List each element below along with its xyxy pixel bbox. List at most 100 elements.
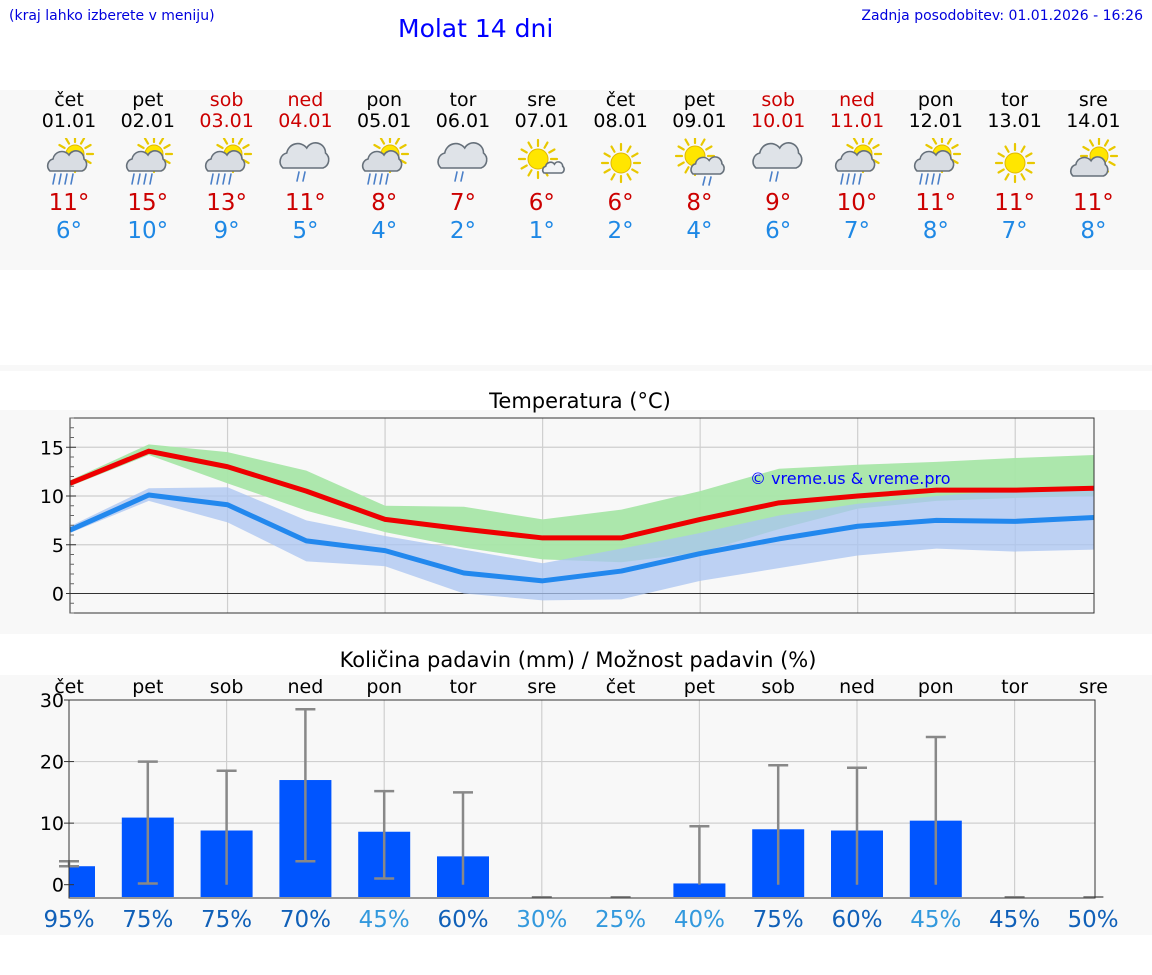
precipitation-probability-row: 95% 75% 75% 70% 45% 60% 30% 25% 40% 75% 60% 45% 45% 5… bbox=[43, 907, 1118, 933]
max-temperature: 11° bbox=[285, 190, 326, 216]
max-temperature: 11° bbox=[994, 190, 1035, 216]
sun-cloud-icon bbox=[1070, 138, 1119, 177]
max-temperature: 8° bbox=[686, 190, 713, 216]
day-name: pet bbox=[683, 89, 715, 111]
precipitation-chart-title: Količina padavin (mm) / Možnost padavin … bbox=[340, 648, 817, 672]
min-temperature: 10° bbox=[127, 218, 169, 244]
precipitation-day-label: sre bbox=[1079, 676, 1108, 698]
day-column: ned 11.01 10° 7° bbox=[817, 90, 897, 245]
precipitation-probability: 70% bbox=[280, 907, 331, 933]
precipitation-probability: 75% bbox=[122, 907, 173, 933]
sun-cloud-rain-icon bbox=[125, 138, 173, 185]
precipitation-day-label: čet bbox=[54, 676, 84, 698]
day-name: pon bbox=[366, 89, 403, 111]
precipitation-plot-frame bbox=[68, 699, 1096, 899]
day-date: 04.01 bbox=[278, 110, 333, 132]
day-date: 13.01 bbox=[987, 110, 1042, 132]
sun-small-cloud-icon bbox=[517, 138, 565, 180]
page-title: Molat 14 dni bbox=[398, 14, 554, 43]
min-temperature: 8° bbox=[922, 218, 949, 244]
max-temperature: 11° bbox=[1073, 190, 1114, 216]
precipitation-day-label: tor bbox=[1001, 676, 1028, 698]
min-temperature-band bbox=[70, 487, 1094, 601]
precipitation-day-label: čet bbox=[606, 676, 636, 698]
day-column: pet 02.01 15° 10° bbox=[108, 90, 188, 245]
day-column: sre 07.01 6° 1° bbox=[502, 90, 582, 245]
precipitation-day-label: tor bbox=[450, 676, 477, 698]
last-updated: Zadnja posodobitev: 01.01.2026 - 16:26 bbox=[861, 8, 1143, 24]
precipitation-day-label: ned bbox=[288, 676, 324, 698]
min-temperature: 2° bbox=[449, 218, 477, 244]
temperature-y-tick-label: 10 bbox=[40, 486, 64, 508]
cloud-rain-icon bbox=[437, 142, 488, 182]
day-date: 05.01 bbox=[356, 110, 412, 132]
day-column: pon 12.01 11° 8° bbox=[896, 90, 976, 245]
watermark: © vreme.us & vreme.pro bbox=[750, 469, 951, 488]
min-temperature: 2° bbox=[607, 218, 634, 244]
precipitation-day-label: pon bbox=[918, 676, 954, 698]
day-date: 06.01 bbox=[435, 110, 491, 132]
max-temperature-band bbox=[70, 444, 1094, 563]
day-name: ned bbox=[287, 89, 324, 111]
day-column: čet 08.01 6° 2° bbox=[581, 90, 661, 245]
temperature-y-axis: 0 5 10 15 bbox=[40, 417, 76, 614]
precipitation-probability: 45% bbox=[359, 907, 410, 933]
precipitation-probability: 95% bbox=[43, 907, 94, 933]
precipitation-y-tick-label: 10 bbox=[40, 813, 64, 835]
sun-cloud-rain-icon bbox=[204, 138, 252, 185]
min-temperature: 4° bbox=[371, 218, 398, 244]
max-temperature-line bbox=[70, 448, 1094, 541]
day-date: 14.01 bbox=[1066, 110, 1121, 132]
precipitation-y-tick-label: 30 bbox=[40, 690, 64, 712]
day-date: 03.01 bbox=[199, 110, 254, 132]
section-divider bbox=[0, 365, 1152, 371]
day-date: 08.01 bbox=[593, 110, 648, 132]
day-name: pon bbox=[917, 89, 954, 111]
day-name: ned bbox=[839, 89, 875, 111]
day-name: čet bbox=[54, 89, 84, 111]
precipitation-bar bbox=[69, 866, 95, 897]
day-column: tor 06.01 7° 2° bbox=[423, 90, 503, 245]
temperature-y-tick-label: 0 bbox=[52, 584, 64, 606]
day-column: ned 04.01 11° 5° bbox=[265, 90, 345, 245]
max-temperature: 15° bbox=[127, 190, 169, 216]
precipitation-probability: 45% bbox=[989, 907, 1040, 933]
day-name: sre bbox=[1078, 89, 1108, 111]
precipitation-bar bbox=[673, 883, 726, 897]
sun-cloud-rain-icon bbox=[834, 138, 883, 185]
day-date: 02.01 bbox=[120, 110, 175, 132]
min-temperature: 7° bbox=[843, 218, 871, 244]
day-date: 11.01 bbox=[829, 110, 885, 132]
precipitation-probability: 60% bbox=[831, 907, 882, 933]
sun-cloud-drizzle-icon bbox=[675, 138, 726, 186]
precipitation-y-axis: 0 10 20 30 bbox=[40, 690, 74, 897]
day-column: čet 01.01 11° 6° bbox=[29, 90, 109, 245]
precipitation-day-label: ned bbox=[839, 676, 875, 698]
min-temperature: 8° bbox=[1080, 218, 1107, 244]
day-column: tor 13.01 11° 7° bbox=[975, 90, 1055, 245]
sun-cloud-rain-icon bbox=[913, 138, 961, 185]
min-temperature: 9° bbox=[213, 218, 240, 244]
day-date: 07.01 bbox=[514, 110, 569, 132]
precipitation-probability: 25% bbox=[595, 907, 646, 933]
cloud-rain-icon bbox=[279, 142, 330, 182]
day-name: tor bbox=[449, 89, 477, 111]
temperature-chart-title: Temperatura (°C) bbox=[488, 389, 671, 413]
precipitation-probability: 50% bbox=[1067, 907, 1118, 933]
precipitation-day-label: sob bbox=[210, 676, 244, 698]
day-column: sob 03.01 13° 9° bbox=[187, 90, 267, 245]
min-temperature-line bbox=[70, 492, 1094, 584]
day-name: pet bbox=[132, 89, 164, 111]
temperature-y-tick-label: 15 bbox=[40, 437, 64, 459]
max-temperature: 11° bbox=[48, 190, 90, 216]
sun-cloud-rain-icon bbox=[46, 138, 95, 185]
day-date: 10.01 bbox=[750, 110, 806, 132]
min-temperature: 6° bbox=[765, 218, 792, 244]
cloud-rain-icon bbox=[752, 142, 803, 182]
max-temperature: 6° bbox=[528, 190, 555, 216]
precipitation-day-label: pon bbox=[366, 676, 402, 698]
max-temperature: 6° bbox=[607, 190, 634, 216]
min-temperature: 7° bbox=[1001, 218, 1028, 244]
day-name: čet bbox=[605, 89, 636, 111]
